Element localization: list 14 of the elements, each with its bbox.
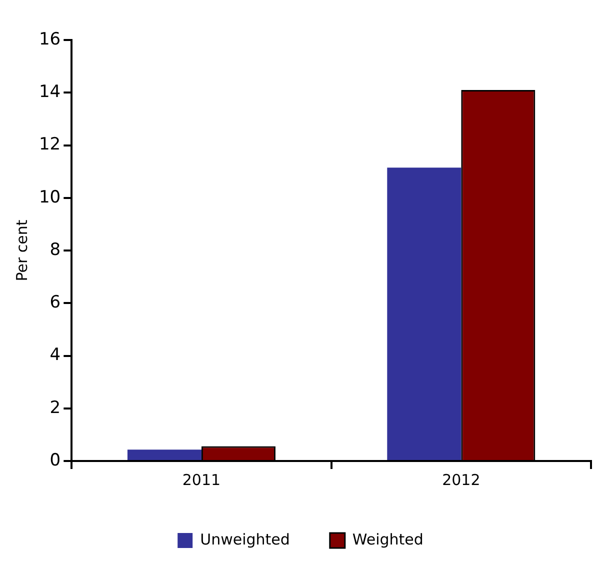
y-tick-label: 10 [38, 187, 61, 208]
x-tick-label: 2012 [442, 470, 480, 489]
y-tick-label: 0 [50, 450, 61, 470]
y-tick-label: 16 [38, 29, 61, 50]
y-tick-label: 6 [50, 292, 61, 313]
y-tick-label: 8 [50, 240, 61, 260]
y-tick-label: 14 [38, 82, 61, 102]
y-tick-label: 2 [50, 398, 61, 418]
legend-label: Unweighted [200, 530, 290, 548]
y-tick-label: 12 [38, 134, 61, 155]
legend-label: Weighted [352, 530, 424, 548]
x-tick-label: 2011 [182, 470, 221, 489]
y-tick-label: 4 [50, 345, 61, 366]
y-axis-title: Per cent [12, 220, 31, 282]
